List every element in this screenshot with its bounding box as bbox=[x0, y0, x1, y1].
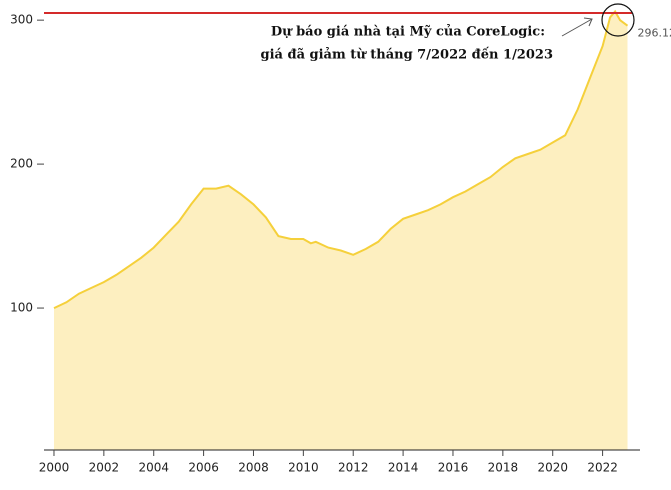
y-tick-label: 300 bbox=[10, 13, 33, 27]
x-tick-label: 2010 bbox=[288, 461, 319, 475]
x-tick-label: 2000 bbox=[39, 461, 70, 475]
line bbox=[53, 9, 629, 310]
highlight-circle bbox=[601, 3, 635, 37]
x-tick-label: 2002 bbox=[89, 461, 120, 475]
x-tick-label: 2020 bbox=[537, 461, 568, 475]
x-tick-label: 2018 bbox=[488, 461, 519, 475]
annotation-arrow bbox=[561, 18, 593, 37]
x-tick-label: 2008 bbox=[238, 461, 269, 475]
x-tick-label: 2016 bbox=[438, 461, 469, 475]
y-tick-label: 100 bbox=[10, 301, 33, 315]
area bbox=[53, 11, 628, 450]
y-tick-label: 200 bbox=[10, 157, 33, 171]
annotation: Dự báo giá nhà tại Mỹ của CoreLogic: giá… bbox=[261, 17, 593, 63]
x-tick-label: 2006 bbox=[188, 461, 219, 475]
plot: 296.12 100 200 300 2000 2002 2004 2006 2008 2010 2… bbox=[10, 3, 671, 475]
x-tick-label: 2012 bbox=[338, 461, 369, 475]
x-tick-label: 2022 bbox=[587, 461, 618, 475]
arrow-head bbox=[583, 17, 593, 27]
x-tick-label: 2004 bbox=[138, 461, 169, 475]
value-label: 296.12 bbox=[638, 27, 671, 40]
annotation-line: Dự báo giá nhà tại Mỹ của CoreLogic: bbox=[271, 24, 545, 40]
x-tick-label: 2014 bbox=[388, 461, 419, 475]
annotation-line: giá đã giảm từ tháng 7/2022 đến 1/2023 bbox=[261, 47, 554, 63]
